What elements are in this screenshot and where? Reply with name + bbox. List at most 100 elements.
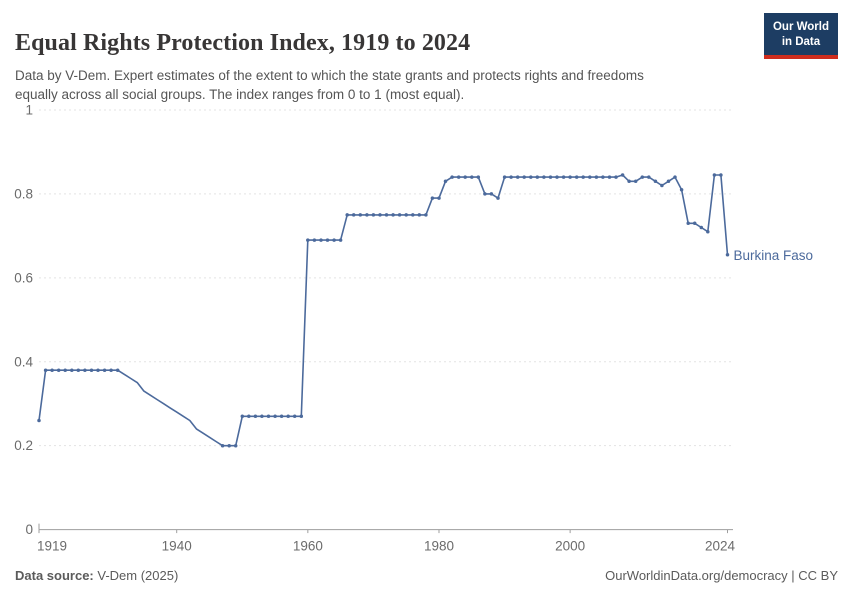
data-point-1982[interactable] (450, 175, 454, 179)
data-point-1987[interactable] (483, 192, 487, 196)
data-point-1930[interactable] (109, 368, 113, 372)
data-point-2022[interactable] (712, 173, 717, 177)
data-point-1967[interactable] (351, 213, 356, 217)
data-point-1953[interactable] (260, 414, 264, 419)
data-point-1991[interactable] (509, 175, 513, 179)
data-point-1955[interactable] (273, 414, 277, 419)
data-point-2015[interactable] (666, 179, 671, 184)
data-point-2020[interactable] (699, 225, 704, 230)
data-point-1968[interactable] (358, 213, 363, 217)
data-point-1961[interactable] (312, 238, 317, 242)
data-point-2003[interactable] (588, 175, 592, 179)
data-point-1960[interactable] (306, 238, 310, 242)
data-point-2006[interactable] (607, 175, 612, 179)
data-point-1931[interactable] (115, 368, 120, 372)
data-point-1965[interactable] (338, 238, 343, 242)
data-point-1975[interactable] (404, 213, 408, 217)
data-point-1990[interactable] (502, 175, 507, 179)
data-point-1999[interactable] (561, 175, 566, 179)
data-point-1970[interactable] (371, 213, 376, 217)
entity-label-burkina-faso[interactable]: Burkina Faso (734, 248, 814, 263)
data-point-1954[interactable] (266, 414, 271, 419)
data-point-1972[interactable] (384, 213, 389, 217)
data-point-1958[interactable] (292, 414, 297, 419)
data-point-1920[interactable] (43, 368, 48, 372)
data-point-1976[interactable] (411, 213, 415, 217)
burkina-faso-line[interactable] (38, 174, 729, 447)
data-point-1985[interactable] (470, 175, 474, 179)
data-point-2009[interactable] (627, 179, 631, 184)
data-point-1929[interactable] (102, 368, 107, 372)
data-point-1969[interactable] (365, 213, 369, 217)
owid-logo[interactable]: Our World in Data (763, 13, 838, 59)
owid-license-link[interactable]: OurWorldinData.org/democracy | CC BY (605, 568, 838, 583)
data-point-2001[interactable] (574, 175, 579, 179)
data-point-1921[interactable] (50, 368, 54, 372)
data-point-1919[interactable] (37, 418, 41, 423)
data-point-1966[interactable] (345, 213, 349, 217)
data-point-1959[interactable] (299, 414, 304, 419)
data-point-2019[interactable] (692, 221, 697, 226)
data-point-1980[interactable] (437, 196, 441, 200)
data-point-1988[interactable] (489, 192, 494, 196)
data-point-1992[interactable] (515, 175, 520, 179)
chart-footer: Data source: V-Dem (2025) OurWorldinData… (15, 568, 838, 583)
data-point-1956[interactable] (279, 414, 284, 419)
data-point-1957[interactable] (286, 414, 290, 419)
data-point-1994[interactable] (529, 175, 533, 179)
data-point-markers[interactable] (37, 173, 730, 448)
data-point-1948[interactable] (227, 443, 231, 448)
data-point-1951[interactable] (247, 414, 251, 419)
data-point-2010[interactable] (633, 179, 638, 184)
data-point-2024[interactable] (725, 253, 730, 257)
x-axis-label-1919: 1919 (37, 539, 67, 554)
data-point-1963[interactable] (325, 238, 330, 242)
data-point-1995[interactable] (535, 175, 540, 179)
data-point-2011[interactable] (640, 175, 645, 179)
data-point-1927[interactable] (89, 368, 94, 372)
data-point-1922[interactable] (56, 368, 61, 372)
data-point-1925[interactable] (76, 368, 81, 372)
x-axis-label-2024: 2024 (705, 539, 736, 554)
data-point-1928[interactable] (96, 368, 100, 372)
data-point-1979[interactable] (430, 196, 435, 200)
data-point-2016[interactable] (673, 175, 677, 179)
data-point-1983[interactable] (456, 175, 461, 179)
data-point-1952[interactable] (253, 414, 258, 419)
data-point-2002[interactable] (581, 175, 585, 179)
data-point-2005[interactable] (601, 175, 605, 179)
data-point-1924[interactable] (70, 368, 74, 372)
data-point-1971[interactable] (378, 213, 382, 217)
data-point-1984[interactable] (463, 175, 467, 179)
data-point-2004[interactable] (594, 175, 599, 179)
data-point-1996[interactable] (542, 175, 546, 179)
data-point-1923[interactable] (63, 368, 67, 372)
data-point-2008[interactable] (620, 173, 625, 177)
data-point-2000[interactable] (568, 175, 572, 179)
data-point-1977[interactable] (417, 213, 422, 217)
data-point-1986[interactable] (476, 175, 481, 179)
data-point-1978[interactable] (424, 213, 428, 217)
data-point-2021[interactable] (706, 229, 710, 234)
data-point-1926[interactable] (83, 368, 87, 372)
data-point-1964[interactable] (332, 238, 336, 242)
data-point-2023[interactable] (719, 173, 723, 177)
data-point-1973[interactable] (391, 213, 395, 217)
data-point-2012[interactable] (647, 175, 651, 179)
data-point-1993[interactable] (522, 175, 526, 179)
line-chart-canvas[interactable]: 0 0.2 0.4 0.6 0.8 1 1919 1940 1960 1980 2000 2024 Bu… (0, 100, 850, 565)
data-point-1947[interactable] (220, 443, 225, 448)
data-point-1981[interactable] (443, 179, 448, 184)
data-point-2007[interactable] (614, 175, 618, 179)
data-point-1949[interactable] (233, 443, 238, 448)
data-point-2013[interactable] (653, 179, 658, 184)
data-point-1989[interactable] (496, 196, 500, 200)
data-point-1974[interactable] (397, 213, 402, 217)
data-point-1997[interactable] (548, 175, 553, 179)
data-point-1950[interactable] (240, 414, 245, 419)
data-point-1998[interactable] (555, 175, 559, 179)
data-point-2014[interactable] (660, 183, 664, 188)
data-point-2018[interactable] (686, 221, 690, 226)
data-point-2017[interactable] (679, 187, 684, 192)
data-point-1962[interactable] (319, 238, 323, 242)
